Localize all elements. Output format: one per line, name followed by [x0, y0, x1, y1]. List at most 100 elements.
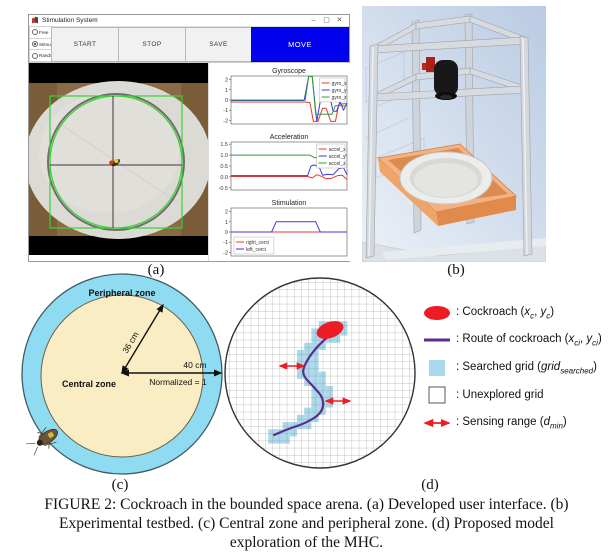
- legend-item: : Sensing range (dmin): [418, 409, 610, 437]
- figure-caption: FIGURE 2: Cockroach in the bounded space…: [14, 495, 599, 552]
- sensor-plots-panel: Gyroscope 2 1 0 -1 -2 gyro_x gyro_y gyro_z Accele…: [208, 63, 352, 261]
- peripheral-zone-label: Peripheral zone: [88, 288, 155, 298]
- svg-text:0.5: 0.5: [220, 164, 228, 170]
- svg-text:Stimulation: Stimulation: [272, 200, 307, 207]
- camera-body: [434, 60, 458, 96]
- legend-label: : Searched grid (gridsearched): [456, 360, 597, 375]
- subcaption-d: (d): [421, 477, 439, 493]
- mode-label: Random: [39, 53, 51, 59]
- simulation-window: Stimulation System – ▢ ✕ Free Stimulation…: [25, 14, 352, 262]
- svg-text:accel_z: accel_z: [329, 161, 346, 167]
- chart-acceleration: Acceleration 1.5 1.0 0.5 0.0 -0.5 accel_x accel…: [209, 131, 352, 197]
- frame-front-posts: [365, 35, 533, 259]
- legend-item: : Searched grid (gridsearched): [418, 354, 610, 382]
- mode-label: Stimulation: [39, 41, 51, 47]
- svg-text:-2: -2: [223, 250, 228, 256]
- svg-text:-2: -2: [223, 118, 228, 124]
- save-button[interactable]: SAVE: [185, 27, 252, 62]
- zones-diagram: Peripheral zone Central zone 36 cm 40 cm…: [21, 273, 223, 475]
- frame-highlights: [368, 37, 528, 257]
- mode-radio-group: Free Stimulation Random: [29, 26, 52, 63]
- exploration-diagram: [224, 277, 416, 469]
- camera-view: [25, 63, 211, 255]
- radius-arrow-36: [121, 303, 164, 375]
- searched-grid-swatch: [418, 358, 456, 378]
- svg-text:-1: -1: [223, 240, 228, 246]
- testbed-render: [362, 6, 546, 262]
- svg-text:0.0: 0.0: [220, 175, 228, 181]
- normalized-label: Normalized = 1: [149, 377, 207, 387]
- chart-gyroscope: Gyroscope 2 1 0 -1 -2 gyro_x gyro_y gyro_z: [209, 65, 352, 131]
- legend-label: : Sensing range (dmin): [456, 415, 567, 430]
- svg-text:Acceleration: Acceleration: [270, 134, 309, 141]
- camera-lens: [440, 94, 452, 100]
- svg-text:accel_y: accel_y: [329, 154, 346, 160]
- svg-text:left_cerci: left_cerci: [246, 247, 266, 253]
- mode-radio-stimulation[interactable]: Stimulation: [29, 37, 52, 51]
- close-icon[interactable]: ✕: [336, 17, 343, 24]
- base-rail: [382, 238, 546, 260]
- move-button[interactable]: MOVE: [251, 27, 349, 62]
- cockroach-swatch: [418, 303, 456, 323]
- app-icon: [32, 16, 39, 24]
- sensing-range-swatch: [418, 413, 456, 433]
- svg-text:-1: -1: [223, 108, 228, 114]
- cockroach-image: [25, 427, 58, 456]
- svg-text:1: 1: [225, 88, 228, 94]
- caption-line: FIGURE 2: Cockroach in the bounded space…: [44, 496, 569, 513]
- svg-text:2: 2: [225, 78, 228, 84]
- series-gyro_x: [231, 101, 348, 122]
- chart-stimulation: Stimulation 2 1 0 -1 -2 right_cerci left_cerci: [209, 197, 352, 263]
- svg-text:2: 2: [225, 210, 228, 216]
- legend-label: : Cockroach (xc, yc): [456, 305, 555, 320]
- grid-circle-border: [224, 277, 416, 469]
- frame-top-rails: [373, 15, 526, 54]
- subcaption-c: (c): [111, 477, 129, 493]
- svg-text:1.5: 1.5: [220, 142, 228, 148]
- mode-radio-random[interactable]: Random: [29, 49, 52, 63]
- overhead-camera: [422, 57, 458, 100]
- window-titlebar: Stimulation System – ▢ ✕: [29, 15, 349, 27]
- series-accel_x: [231, 174, 348, 180]
- unexplored-grid-swatch: [418, 385, 456, 405]
- arena-wall-ring: [47, 93, 185, 231]
- radius-40-label: 40 cm: [183, 360, 206, 370]
- green-roi-circle: [49, 95, 183, 229]
- route-swatch: [418, 330, 456, 350]
- central-zone-label: Central zone: [62, 379, 116, 389]
- legend-item: : Cockroach (xc, yc): [418, 299, 610, 327]
- series-gyro_z: [231, 76, 348, 115]
- caption-line: Experimental testbed. (c) Central zone a…: [59, 515, 554, 532]
- legend-item: : Route of cockroach (xci, yci): [418, 327, 610, 355]
- legend-label: : Route of cockroach (xci, yci): [456, 333, 602, 348]
- mode-label: Free: [39, 29, 49, 35]
- svg-text:Gyroscope: Gyroscope: [272, 68, 306, 75]
- svg-text:gyro_y: gyro_y: [332, 88, 348, 94]
- svg-text:gyro_x: gyro_x: [332, 81, 348, 87]
- cockroach-ellipse: [316, 321, 344, 339]
- route-path: [272, 333, 332, 437]
- svg-text:0: 0: [225, 230, 228, 236]
- grid-lines: [225, 278, 415, 468]
- svg-text:1: 1: [225, 220, 228, 226]
- start-button[interactable]: START: [51, 27, 119, 62]
- radio-icon: [32, 52, 38, 59]
- subcaption-a: (a): [147, 262, 165, 278]
- window-title: Stimulation System: [42, 17, 98, 24]
- stop-button[interactable]: STOP: [118, 27, 186, 62]
- subcaption-b: (b): [447, 262, 465, 278]
- legend-item: : Unexplored grid: [418, 382, 610, 410]
- radio-icon: [32, 41, 38, 47]
- svg-text:gyro_z: gyro_z: [332, 95, 348, 101]
- radio-icon: [32, 29, 38, 36]
- svg-text:accel_x: accel_x: [329, 147, 346, 153]
- caption-line: exploration of the MHC.: [229, 534, 384, 551]
- maximize-icon[interactable]: ▢: [323, 17, 330, 24]
- svg-text:-0.5: -0.5: [219, 186, 228, 192]
- series-accel_y: [231, 164, 348, 177]
- svg-text:0: 0: [225, 98, 228, 104]
- svg-text:right_cerci: right_cerci: [246, 240, 269, 246]
- minimize-icon[interactable]: –: [311, 17, 316, 24]
